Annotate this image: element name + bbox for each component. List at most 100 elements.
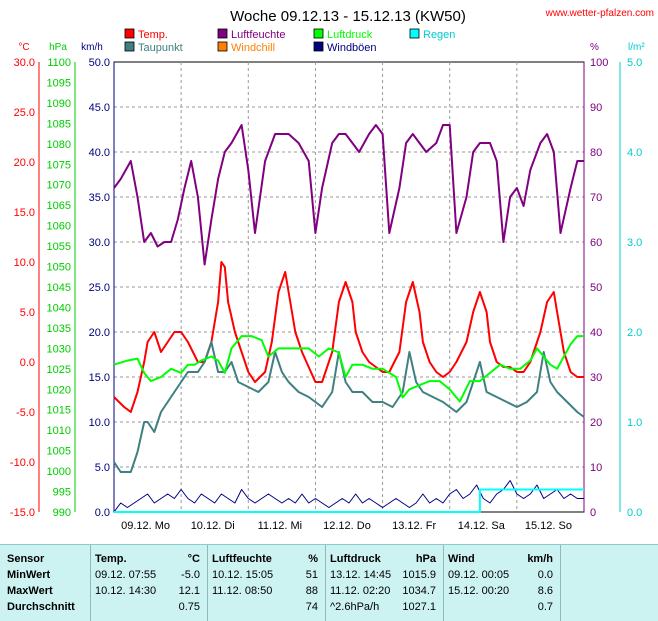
x-tick-label: 12.12. Do bbox=[323, 520, 371, 532]
stats-hum-value: 74 bbox=[305, 601, 318, 613]
series-line-luftdruck bbox=[113, 335, 584, 403]
stats-row-min: MinWert 09.12. 07:55 -5.0 10.12. 15:05 5… bbox=[0, 567, 658, 583]
stats-header-wind: Wind bbox=[448, 553, 475, 565]
legend-label: Luftfeuchte bbox=[231, 29, 285, 41]
tick-label-humidity: 100 bbox=[590, 57, 608, 69]
tick-label-humidity: 90 bbox=[590, 102, 602, 114]
tick-label-temp: 25.0 bbox=[14, 107, 35, 119]
legend-label: Windböen bbox=[327, 42, 377, 54]
tick-label-wind: 15.0 bbox=[89, 372, 110, 384]
stats-temp-time: 09.12. 07:55 bbox=[95, 569, 157, 581]
tick-label-humidity: 10 bbox=[590, 462, 602, 474]
tick-label-pressure: 1000 bbox=[47, 466, 71, 478]
chart-title: Woche 09.12.13 - 15.12.13 (KW50) bbox=[230, 8, 466, 25]
stats-hum-time: 10.12. 15:05 bbox=[212, 569, 274, 581]
tick-label-pressure: 1050 bbox=[47, 262, 71, 274]
tick-label-pressure: 1060 bbox=[47, 221, 71, 233]
tick-label-temp: 20.0 bbox=[14, 157, 35, 169]
stats-row-label: MinWert bbox=[7, 569, 51, 581]
legend-swatch bbox=[409, 28, 420, 39]
tick-label-rain: 0.0 bbox=[627, 507, 642, 519]
axis-unit-wind: km/h bbox=[81, 42, 103, 53]
stats-header-pressure: Luftdruck bbox=[330, 553, 381, 565]
stats-wind-time: 09.12. 00:05 bbox=[448, 569, 510, 581]
x-tick-label: 10.12. Di bbox=[191, 520, 235, 532]
series-line-taupunkt bbox=[113, 341, 585, 473]
tick-label-pressure: 1010 bbox=[47, 425, 71, 437]
legend-swatch bbox=[124, 41, 135, 52]
weather-chart: °C 30.0 25.0 20.0 15.0 10.0 5.0 0.0 -5.0 -10.0 -15… bbox=[10, 8, 654, 532]
series-line-regen bbox=[114, 488, 584, 513]
stats-row-label: Durchschnitt bbox=[7, 601, 75, 613]
legend-label: Windchill bbox=[231, 42, 275, 54]
x-tick-label: 11.12. Mi bbox=[258, 520, 302, 532]
tick-label-pressure: 995 bbox=[53, 487, 71, 499]
legend-swatch bbox=[217, 28, 228, 39]
stats-press-time: ^2.6hPa/h bbox=[330, 601, 380, 613]
stats-press-time: 13.12. 14:45 bbox=[330, 569, 392, 581]
stats-wind-value: 0.7 bbox=[537, 601, 553, 613]
tick-label-humidity: 60 bbox=[590, 237, 602, 249]
tick-label-humidity: 80 bbox=[590, 147, 602, 159]
x-tick-label: 14.12. Sa bbox=[458, 520, 506, 532]
tick-label-pressure: 1025 bbox=[47, 364, 71, 376]
stats-press-time: 11.12. 02:20 bbox=[330, 585, 391, 597]
axis-unit-temp: °C bbox=[18, 42, 29, 53]
stats-header-temp: Temp. bbox=[95, 553, 127, 565]
tick-label-temp: 15.0 bbox=[14, 207, 35, 219]
stats-press-value: 1034.7 bbox=[402, 585, 436, 597]
tick-label-pressure: 1085 bbox=[47, 118, 71, 130]
stats-press-value: 1015.9 bbox=[402, 569, 436, 581]
tick-label-pressure: 1070 bbox=[47, 180, 71, 192]
tick-label-pressure: 1055 bbox=[47, 241, 71, 253]
legend-swatch bbox=[124, 28, 135, 39]
tick-label-pressure: 990 bbox=[53, 507, 71, 519]
stats-wind-time: 15.12. 00:20 bbox=[448, 585, 510, 597]
stats-row-max: MaxWert 10.12. 14:30 12.1 11.12. 08:50 8… bbox=[0, 583, 658, 599]
stats-row-avg: Durchschnitt 0.75 74 ^2.6hPa/h 1027.1 0.… bbox=[0, 599, 658, 615]
legend-swatch bbox=[313, 41, 324, 52]
tick-label-pressure: 1030 bbox=[47, 343, 71, 355]
stats-unit-pressure: hPa bbox=[415, 553, 436, 565]
tick-label-wind: 5.0 bbox=[95, 462, 110, 474]
tick-label-wind: 40.0 bbox=[89, 147, 110, 159]
axis-unit-rain: l/m² bbox=[628, 42, 645, 53]
grid bbox=[113, 61, 585, 513]
legend-label: Temp. bbox=[138, 29, 168, 41]
stats-press-value: 1027.1 bbox=[402, 601, 436, 613]
axis-unit-humidity: % bbox=[590, 42, 599, 53]
series-line-windben bbox=[113, 480, 584, 513]
stats-temp-time: 10.12. 14:30 bbox=[95, 585, 157, 597]
stats-wind-value: 8.6 bbox=[537, 585, 553, 597]
legend-swatch bbox=[313, 28, 324, 39]
tick-label-pressure: 1035 bbox=[47, 323, 71, 335]
stats-unit-temp: °C bbox=[187, 553, 200, 565]
tick-label-temp: -5.0 bbox=[16, 407, 35, 419]
tick-label-pressure: 1045 bbox=[47, 282, 71, 294]
stats-hum-value: 88 bbox=[305, 585, 318, 597]
tick-label-wind: 35.0 bbox=[89, 192, 110, 204]
stats-unit-wind: km/h bbox=[527, 553, 553, 565]
x-tick-label: 13.12. Fr bbox=[392, 520, 436, 532]
tick-label-rain: 2.0 bbox=[627, 327, 642, 339]
legend-label: Regen bbox=[423, 29, 455, 41]
tick-label-humidity: 0 bbox=[590, 507, 596, 519]
axis-unit-pressure: hPa bbox=[49, 42, 67, 53]
tick-label-wind: 50.0 bbox=[89, 57, 110, 69]
tick-label-pressure: 1090 bbox=[47, 98, 71, 110]
axes: °C 30.0 25.0 20.0 15.0 10.0 5.0 0.0 -5.0 -10.0 -15… bbox=[10, 42, 645, 532]
tick-label-pressure: 1075 bbox=[47, 159, 71, 171]
stats-header-row: Sensor Temp. °C Luftfeuchte % Luftdruck … bbox=[0, 551, 658, 567]
legend-swatch bbox=[217, 41, 228, 52]
tick-label-rain: 4.0 bbox=[627, 147, 642, 159]
tick-label-pressure: 1005 bbox=[47, 446, 71, 458]
tick-label-rain: 3.0 bbox=[627, 237, 642, 249]
tick-label-wind: 45.0 bbox=[89, 102, 110, 114]
tick-label-humidity: 30 bbox=[590, 372, 602, 384]
stats-temp-value: -5.0 bbox=[181, 569, 200, 581]
tick-label-rain: 5.0 bbox=[627, 57, 642, 69]
tick-label-pressure: 1020 bbox=[47, 384, 71, 396]
statistics-table: Sensor Temp. °C Luftfeuchte % Luftdruck … bbox=[0, 544, 658, 621]
tick-label-temp: -10.0 bbox=[10, 457, 35, 469]
stats-header-humidity: Luftfeuchte bbox=[212, 553, 272, 565]
